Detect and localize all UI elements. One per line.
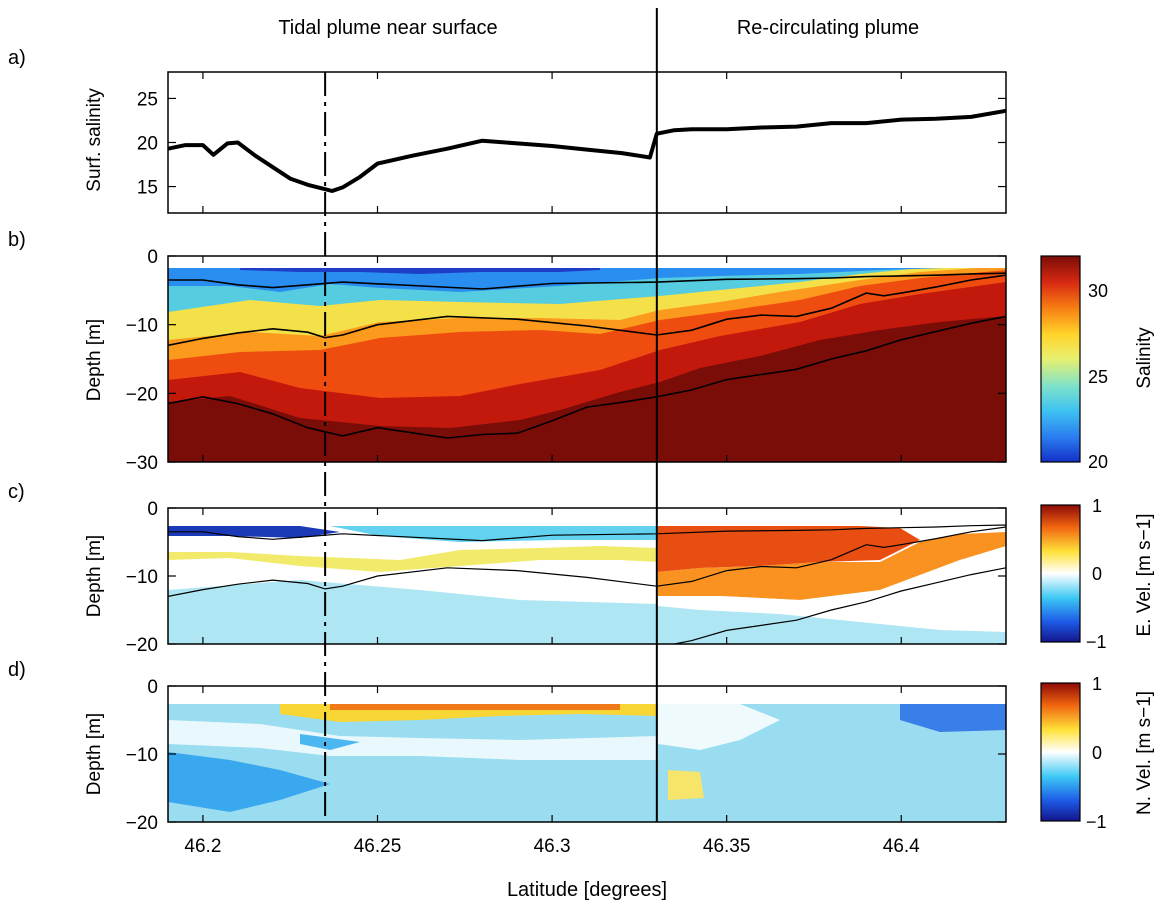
east-velocity-heatmap (168, 508, 1006, 644)
evel-yellow-band (168, 546, 658, 572)
evel-no-data-top (168, 508, 1006, 526)
y-tick-label: 20 (137, 134, 158, 155)
surface-salinity-line (167, 108, 1007, 193)
colorbar-tick-25: 25 (1088, 367, 1108, 387)
panel-a-frame (167, 71, 1007, 214)
salinity-heatmap (168, 256, 1006, 462)
panel-c-y-ticks: 0 −10 −20 (126, 499, 1006, 656)
east-velocity-contours (168, 524, 1006, 644)
salinity-colorbar: 30 25 20 Salinity (1040, 255, 1155, 472)
panel-b-frame (167, 255, 1007, 463)
y-tick-label: −10 (126, 316, 158, 337)
y-tick-label: 0 (147, 677, 158, 698)
evel-cyan-lower (168, 580, 1006, 644)
panel-label-b: b) (8, 229, 26, 251)
x-tick-label: 46.4 (883, 836, 920, 857)
y-tick-label: 25 (137, 89, 158, 110)
nvel-orange-strip (330, 704, 620, 710)
colorbar-label-salinity: Salinity (1134, 327, 1155, 389)
x-axis-label: Latitude [degrees] (507, 879, 667, 901)
y-tick-label: 15 (137, 178, 158, 199)
salinity-no-data-top (168, 256, 1006, 268)
ylabel-c: Depth [m] (84, 535, 105, 617)
ylabel-a: Surf. salinity (84, 88, 105, 192)
y-tick-label: −20 (126, 635, 158, 656)
salinity-contour-1 (168, 274, 1006, 347)
east-velocity-colorbar: 1 0 −1 E. Vel. [m s−1] (1040, 496, 1155, 652)
nvel-colorbar-tick-neg1: −1 (1086, 812, 1107, 832)
salinity-contour-2 (168, 315, 1006, 439)
x-tick-label: 46.35 (703, 836, 751, 857)
north-velocity-heatmap (168, 686, 1006, 822)
salinity-contours (168, 272, 1006, 439)
evel-contour-1 (168, 526, 1006, 597)
evel-colorbar-tick-0: 0 (1092, 564, 1102, 584)
evel-contour-2 (671, 567, 1006, 644)
x-tick-label: 46.3 (534, 836, 571, 857)
nvel-right-yellow (668, 770, 704, 800)
panel-d-y-ticks: 0 −10 −20 (126, 677, 1006, 834)
panel-label-d: d) (8, 659, 26, 681)
evel-colorbar-tick-1: 1 (1092, 496, 1102, 516)
nvel-right-blue (900, 704, 1006, 732)
evel-darkblue-top (168, 526, 340, 538)
colorbar-tick-20: 20 (1088, 452, 1108, 472)
nvel-colorbar-tick-0: 0 (1092, 743, 1102, 763)
y-tick-label: 0 (147, 499, 158, 520)
region-title-left: Tidal plume near surface (278, 17, 497, 39)
evel-colorbar-tick-neg1: −1 (1086, 632, 1107, 652)
evel-right-white (658, 548, 1006, 614)
x-tick-label: 46.25 (354, 836, 402, 857)
panel-a-y-ticks: 15 20 25 (137, 89, 1006, 199)
nvel-colorbar-tick-1: 1 (1092, 674, 1102, 694)
salinity-contour-0 (168, 272, 1006, 290)
ylabel-b: Depth [m] (84, 319, 105, 401)
nvel-white-mid (168, 720, 658, 760)
colorbar-label-evel: E. Vel. [m s−1] (1134, 513, 1155, 636)
y-tick-label: −20 (126, 813, 158, 834)
x-tick-label: 46.2 (184, 836, 221, 857)
x-axis-ticks: 46.2 46.25 46.3 46.35 46.4 (184, 72, 920, 857)
evel-contour-0 (168, 524, 1006, 542)
nvel-blue-band (300, 734, 360, 750)
evel-right-red (658, 526, 920, 572)
panel-b-y-ticks: 0 −10 −20 −30 (126, 247, 1006, 474)
evel-left-cyan-top (168, 526, 658, 542)
y-tick-label: −30 (126, 453, 158, 474)
y-tick-label: −10 (126, 745, 158, 766)
panel-label-c: c) (8, 481, 25, 503)
region-title-right: Re-circulating plume (737, 17, 919, 39)
y-tick-label: −20 (126, 384, 158, 405)
colorbar-label-nvel: N. Vel. [m s−1] (1134, 691, 1155, 815)
panel-label-a: a) (8, 47, 26, 69)
nvel-blue-left (168, 752, 330, 812)
y-tick-label: 0 (147, 247, 158, 268)
evel-right-orange (658, 532, 1006, 600)
colorbar-tick-30: 30 (1088, 281, 1108, 301)
ylabel-d: Depth [m] (84, 713, 105, 795)
y-tick-label: −10 (126, 567, 158, 588)
nvel-no-data-top (168, 686, 1006, 704)
north-velocity-colorbar: 1 0 −1 N. Vel. [m s−1] (1040, 674, 1155, 832)
nvel-right-white (658, 704, 780, 750)
